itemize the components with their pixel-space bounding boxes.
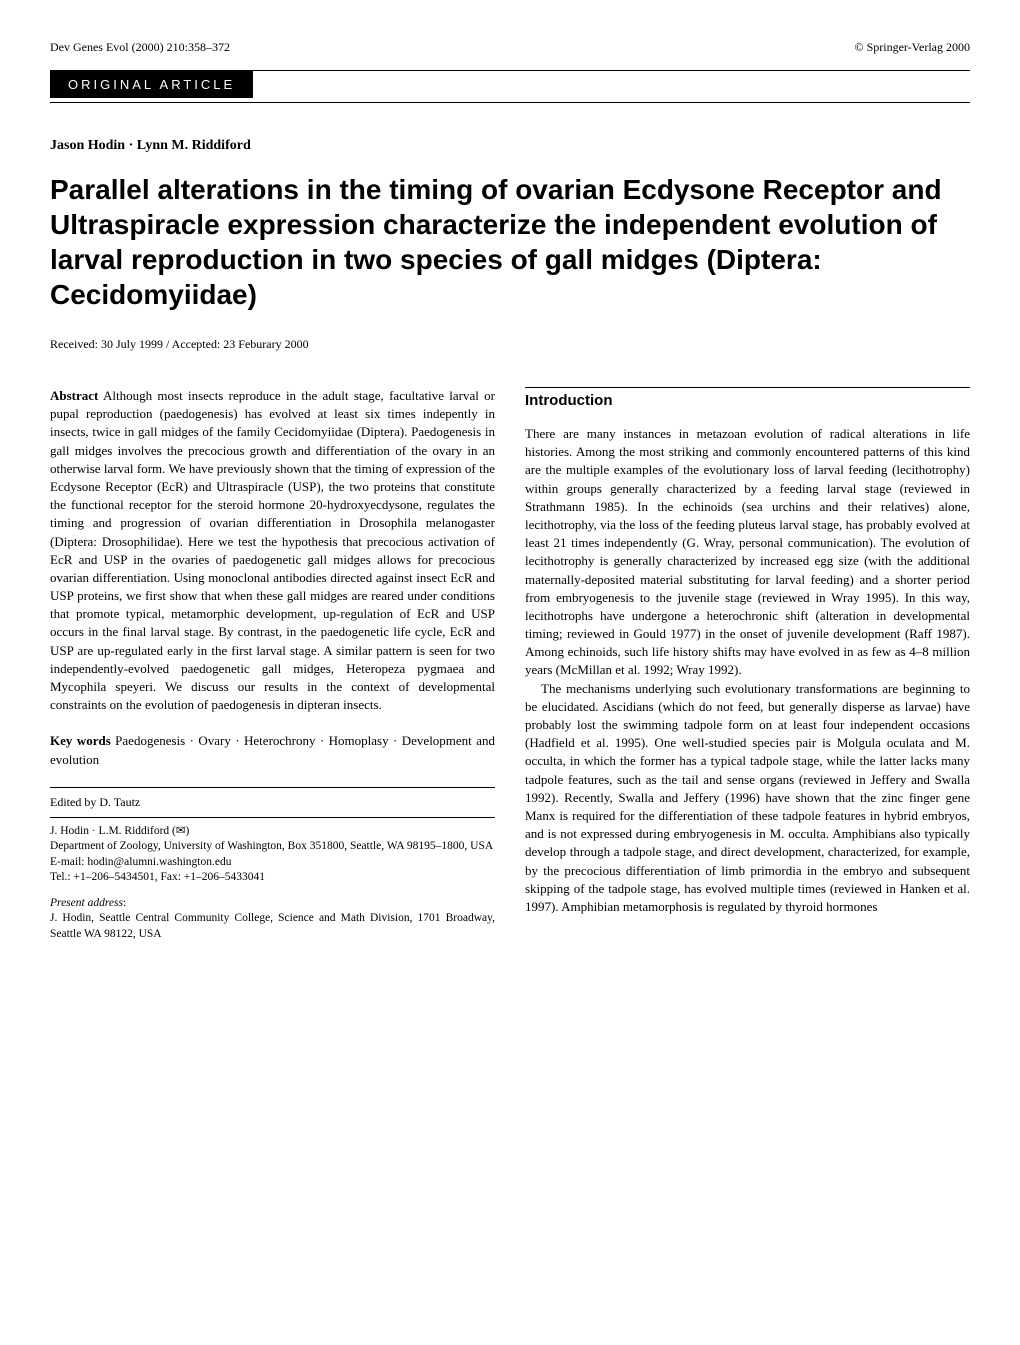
article-title: Parallel alterations in the timing of ov…	[50, 172, 970, 312]
section-label-wrapper: ORIGINAL ARTICLE	[50, 70, 970, 103]
keywords: Key words Paedogenesis · Ovary · Heteroc…	[50, 732, 495, 768]
affiliation-email: E-mail: hodin@alumni.washington.edu	[50, 855, 495, 871]
divider	[50, 817, 495, 818]
affiliation-names: J. Hodin · L.M. Riddiford (✉)	[50, 824, 495, 840]
authors: Jason Hodin · Lynn M. Riddiford	[50, 138, 970, 154]
affiliation-tel: Tel.: +1–206–5434501, Fax: +1–206–543304…	[50, 870, 495, 886]
introduction-para1: There are many instances in metazoan evo…	[525, 425, 970, 680]
received-dates: Received: 30 July 1999 / Accepted: 23 Fe…	[50, 337, 970, 352]
editor: Edited by D. Tautz	[50, 794, 495, 811]
present-address-text: J. Hodin, Seattle Central Community Coll…	[50, 912, 495, 940]
copyright: © Springer-Verlag 2000	[854, 40, 970, 55]
abstract-text: Although most insects reproduce in the a…	[50, 388, 495, 712]
present-address: Present address: J. Hodin, Seattle Centr…	[50, 896, 495, 943]
abstract-label: Abstract	[50, 388, 98, 403]
content-columns: Abstract Although most insects reproduce…	[50, 387, 970, 942]
affiliation-dept: Department of Zoology, University of Was…	[50, 839, 495, 855]
present-address-label: Present address	[50, 897, 123, 909]
affiliation-block: J. Hodin · L.M. Riddiford (✉) Department…	[50, 824, 495, 943]
page-header: Dev Genes Evol (2000) 210:358–372 © Spri…	[50, 40, 970, 55]
left-column: Abstract Although most insects reproduce…	[50, 387, 495, 942]
right-column: Introduction There are many instances in…	[525, 387, 970, 942]
abstract-paragraph: Abstract Although most insects reproduce…	[50, 387, 495, 714]
divider	[50, 787, 495, 788]
keywords-label: Key words	[50, 733, 111, 748]
introduction-para2: The mechanisms underlying such evolution…	[525, 680, 970, 916]
introduction-heading: Introduction	[525, 387, 970, 411]
section-label: ORIGINAL ARTICLE	[50, 71, 253, 98]
keywords-text: Paedogenesis · Ovary · Heterochrony · Ho…	[50, 733, 495, 766]
journal-reference: Dev Genes Evol (2000) 210:358–372	[50, 40, 230, 55]
